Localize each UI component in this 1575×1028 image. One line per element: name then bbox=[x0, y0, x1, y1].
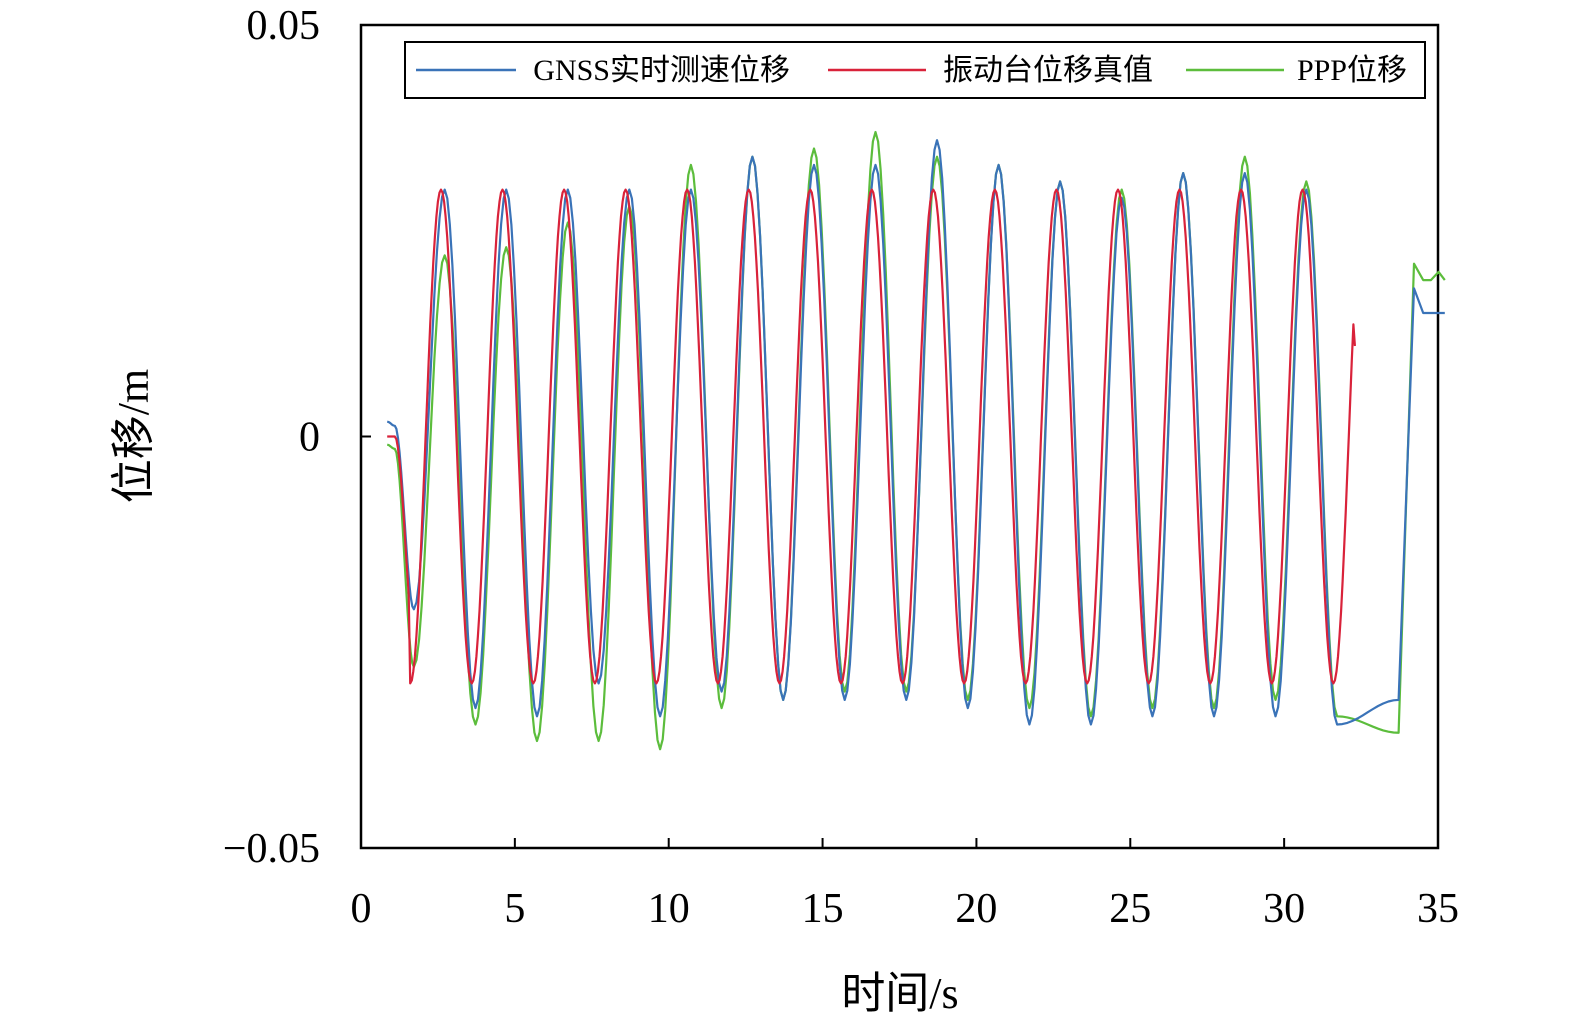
legend-label: 振动台位移真值 bbox=[943, 54, 1153, 87]
x-tick-label: 5 bbox=[504, 886, 525, 932]
y-axis: −0.05 0 0.05 bbox=[223, 3, 371, 872]
series-line bbox=[387, 188, 1356, 685]
series-line bbox=[386, 139, 1445, 726]
x-axis: 0 5 10 15 20 25 30 35 bbox=[351, 838, 1459, 932]
series-lines bbox=[386, 130, 1446, 751]
y-tick-label: 0.05 bbox=[247, 3, 321, 49]
plot-area-frame bbox=[359, 23, 1440, 850]
x-tick-label: 15 bbox=[802, 886, 844, 932]
x-axis-title: 时间/s bbox=[841, 969, 958, 1018]
x-tick-label: 10 bbox=[648, 886, 690, 932]
y-tick-label: 0 bbox=[299, 415, 320, 461]
x-tick-label: 25 bbox=[1109, 886, 1151, 932]
y-tick-label: −0.05 bbox=[223, 826, 320, 872]
x-tick-label: 20 bbox=[955, 886, 997, 932]
legend: GNSS实时测速位移 振动台位移真值 PPP位移 bbox=[404, 41, 1426, 99]
y-axis-title: 位移/m bbox=[109, 369, 158, 503]
x-tick-label: 35 bbox=[1417, 886, 1459, 932]
legend-label: GNSS实时测速位移 bbox=[533, 54, 790, 87]
x-tick-label: 30 bbox=[1263, 886, 1305, 932]
x-tick-label: 0 bbox=[351, 886, 372, 932]
legend-label: PPP位移 bbox=[1297, 54, 1407, 87]
